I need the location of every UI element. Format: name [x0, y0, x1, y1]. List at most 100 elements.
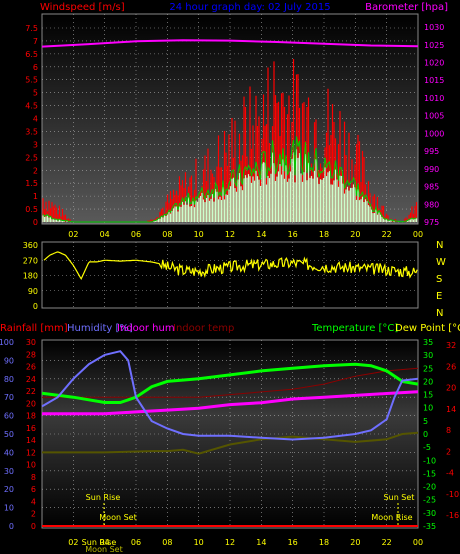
x-tick-label: 20 — [350, 538, 360, 547]
x-tick-label: 10 — [194, 538, 204, 547]
humidity-tick-label: 80 — [4, 375, 14, 384]
x-tick-label: 18 — [319, 538, 329, 547]
x-tick-label: 02 — [68, 538, 78, 547]
moonrise-label: Moon Rise — [371, 513, 412, 522]
temperature-tick-label: 35 — [423, 338, 433, 347]
windspeed-tick-label: 2.5 — [25, 153, 38, 162]
rainfall-tick-label: 4 — [31, 497, 36, 506]
barometer-tick-label: 975 — [424, 218, 439, 227]
x-tick-label: 12 — [225, 230, 235, 239]
x-tick-label: 08 — [162, 230, 172, 239]
temperature-tick-label: 0 — [423, 430, 428, 439]
barometer-tick-label: 980 — [424, 200, 439, 209]
x-tick-label: 06 — [131, 538, 141, 547]
windspeed-tick-label: 1.5 — [25, 179, 38, 188]
windspeed-tick-label: 4.5 — [25, 102, 38, 111]
barometer-tick-label: 1010 — [424, 94, 444, 103]
x-tick-label: 14 — [256, 538, 266, 547]
wind-panel: 0 0.5 1 1.5 2 2.5 3 3.5 4 4.5 5 5.5 6 6.5 7 7.5 975 980 9… — [25, 2, 448, 239]
rainfall-tick-label: 0 — [31, 522, 36, 531]
axis-sunrise-label: Sun Rise — [82, 538, 117, 547]
rainfall-axis-label: Rainfall [mm] — [0, 323, 68, 334]
rainfall-tick-label: 28 — [26, 350, 36, 359]
temperature-tick-label: -35 — [423, 522, 436, 531]
barometer-tick-label: 1005 — [424, 112, 444, 121]
indoor-temp-line — [42, 367, 419, 398]
temperature-tick-label: -15 — [423, 469, 436, 478]
x-tick-label: 04 — [100, 538, 110, 547]
barometer-tick-label: 985 — [424, 183, 439, 192]
humidity-tick-label: 20 — [4, 485, 14, 494]
direction-tick-label: 270 — [23, 256, 38, 265]
rainfall-tick-label: 26 — [26, 363, 36, 372]
temperature-tick-label: -25 — [423, 496, 436, 505]
temperature-tick-label: -10 — [423, 456, 436, 465]
humidity-tick-label: 90 — [4, 356, 14, 365]
windspeed-tick-label: 7.5 — [25, 24, 38, 33]
barometer-tick-label: 995 — [424, 147, 439, 156]
temperature-tick-label: -30 — [423, 509, 436, 518]
rainfall-tick-label: 10 — [26, 461, 36, 470]
x-tick-label: 14 — [256, 230, 266, 239]
rainfall-tick-label: 24 — [26, 375, 36, 384]
windspeed-tick-label: 5.5 — [25, 76, 38, 85]
compass-label: E — [436, 291, 442, 302]
x-tick-label: 10 — [194, 230, 204, 239]
windspeed-tick-label: 0.5 — [25, 205, 38, 214]
rainfall-tick-label: 16 — [26, 424, 36, 433]
direction-tick-label: 180 — [23, 272, 38, 281]
indoor-temp-tick-label: 26 — [446, 362, 456, 371]
temperature-tick-label: 15 — [423, 391, 433, 400]
humidity-tick-label: 70 — [4, 393, 14, 402]
x-tick-label: 16 — [288, 230, 298, 239]
windspeed-tick-label: 5 — [33, 89, 38, 98]
windspeed-tick-label: 0 — [33, 218, 38, 227]
temperature-tick-label: 20 — [423, 377, 433, 386]
windspeed-tick-label: 2 — [33, 166, 38, 175]
compass-label: S — [436, 274, 442, 285]
direction-tick-label: 90 — [28, 287, 38, 296]
rainfall-tick-label: 8 — [31, 473, 36, 482]
x-tick-label: 00 — [413, 230, 423, 239]
x-tick-label: 04 — [100, 230, 110, 239]
humidity-axis-label: Humidity [%] — [67, 323, 133, 334]
barometer-line — [41, 39, 419, 48]
indoor-temp-tick-label: -4 — [446, 469, 454, 478]
compass-label: W — [436, 257, 446, 268]
rainfall-tick-label: 14 — [26, 436, 36, 445]
x-tick-label: 08 — [162, 538, 172, 547]
dew-point-axis-label: Dew Point [°C] — [395, 323, 460, 334]
direction-tick-label: 360 — [23, 241, 38, 250]
moonset-label: Moon Set — [99, 513, 136, 522]
indoor-temp-tick-label: -16 — [446, 511, 459, 520]
rainfall-tick-label: 20 — [26, 399, 36, 408]
temperature-tick-label: 5 — [423, 417, 428, 426]
temperature-line — [41, 362, 419, 404]
indoor-temp-axis-label: Indoor temp — [173, 323, 234, 334]
x-tick-label: 00 — [413, 538, 423, 547]
direction-tick-label: 0 — [33, 302, 38, 311]
rainfall-tick-label: 6 — [31, 485, 36, 494]
barometer-axis-label: Barometer [hpa] — [365, 2, 448, 13]
dew-point-line — [42, 431, 419, 455]
humidity-tick-label: 0 — [9, 522, 14, 531]
temperature-tick-label: -20 — [423, 483, 436, 492]
windspeed-tick-label: 6 — [33, 63, 38, 72]
rainfall-tick-label: 2 — [31, 510, 36, 519]
indoor-temp-tick-label: 2 — [446, 447, 451, 456]
barometer-tick-label: 1025 — [424, 41, 444, 50]
indoor-temp-tick-label: 14 — [446, 405, 456, 414]
barometer-tick-label: 990 — [424, 165, 439, 174]
x-tick-label: 22 — [382, 230, 392, 239]
x-tick-label: 20 — [350, 230, 360, 239]
x-tick-label: 22 — [382, 538, 392, 547]
axis-moonset-label: Moon Set — [85, 545, 122, 554]
windspeed-tick-label: 3 — [33, 140, 38, 149]
wind-average-line — [42, 136, 417, 223]
rainfall-tick-label: 12 — [26, 448, 36, 457]
humidity-tick-label: 100 — [0, 338, 14, 347]
humidity-tick-label: 50 — [4, 430, 14, 439]
barometer-tick-label: 1000 — [424, 129, 444, 138]
rainfall-tick-label: 22 — [26, 387, 36, 396]
